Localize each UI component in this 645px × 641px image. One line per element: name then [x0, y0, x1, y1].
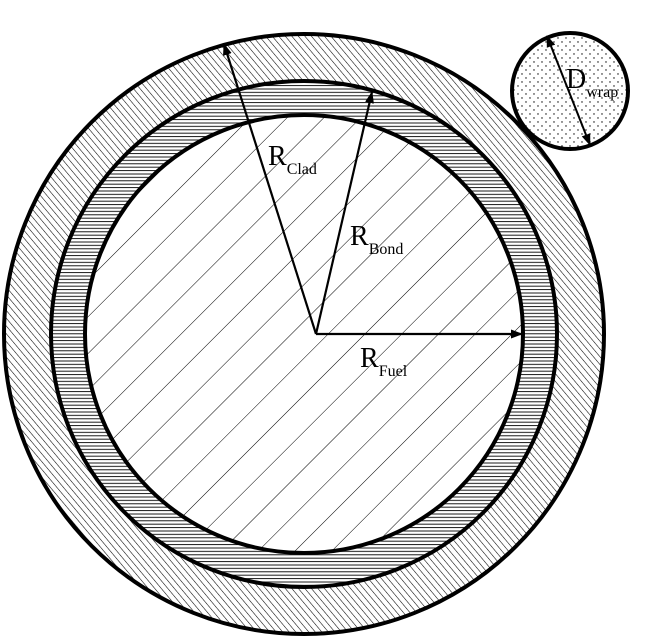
- r-fuel-label: RFuel: [360, 343, 408, 380]
- r-clad-label: RClad: [268, 141, 317, 178]
- r-bond-label: RBond: [350, 221, 403, 258]
- fuel-core: [83, 113, 525, 555]
- d-wrap-arrow: [546, 35, 591, 146]
- r-clad-arrow: [222, 43, 318, 335]
- r-bond-arrow: [314, 91, 374, 335]
- d-wrap-label: Dwrap: [566, 64, 618, 101]
